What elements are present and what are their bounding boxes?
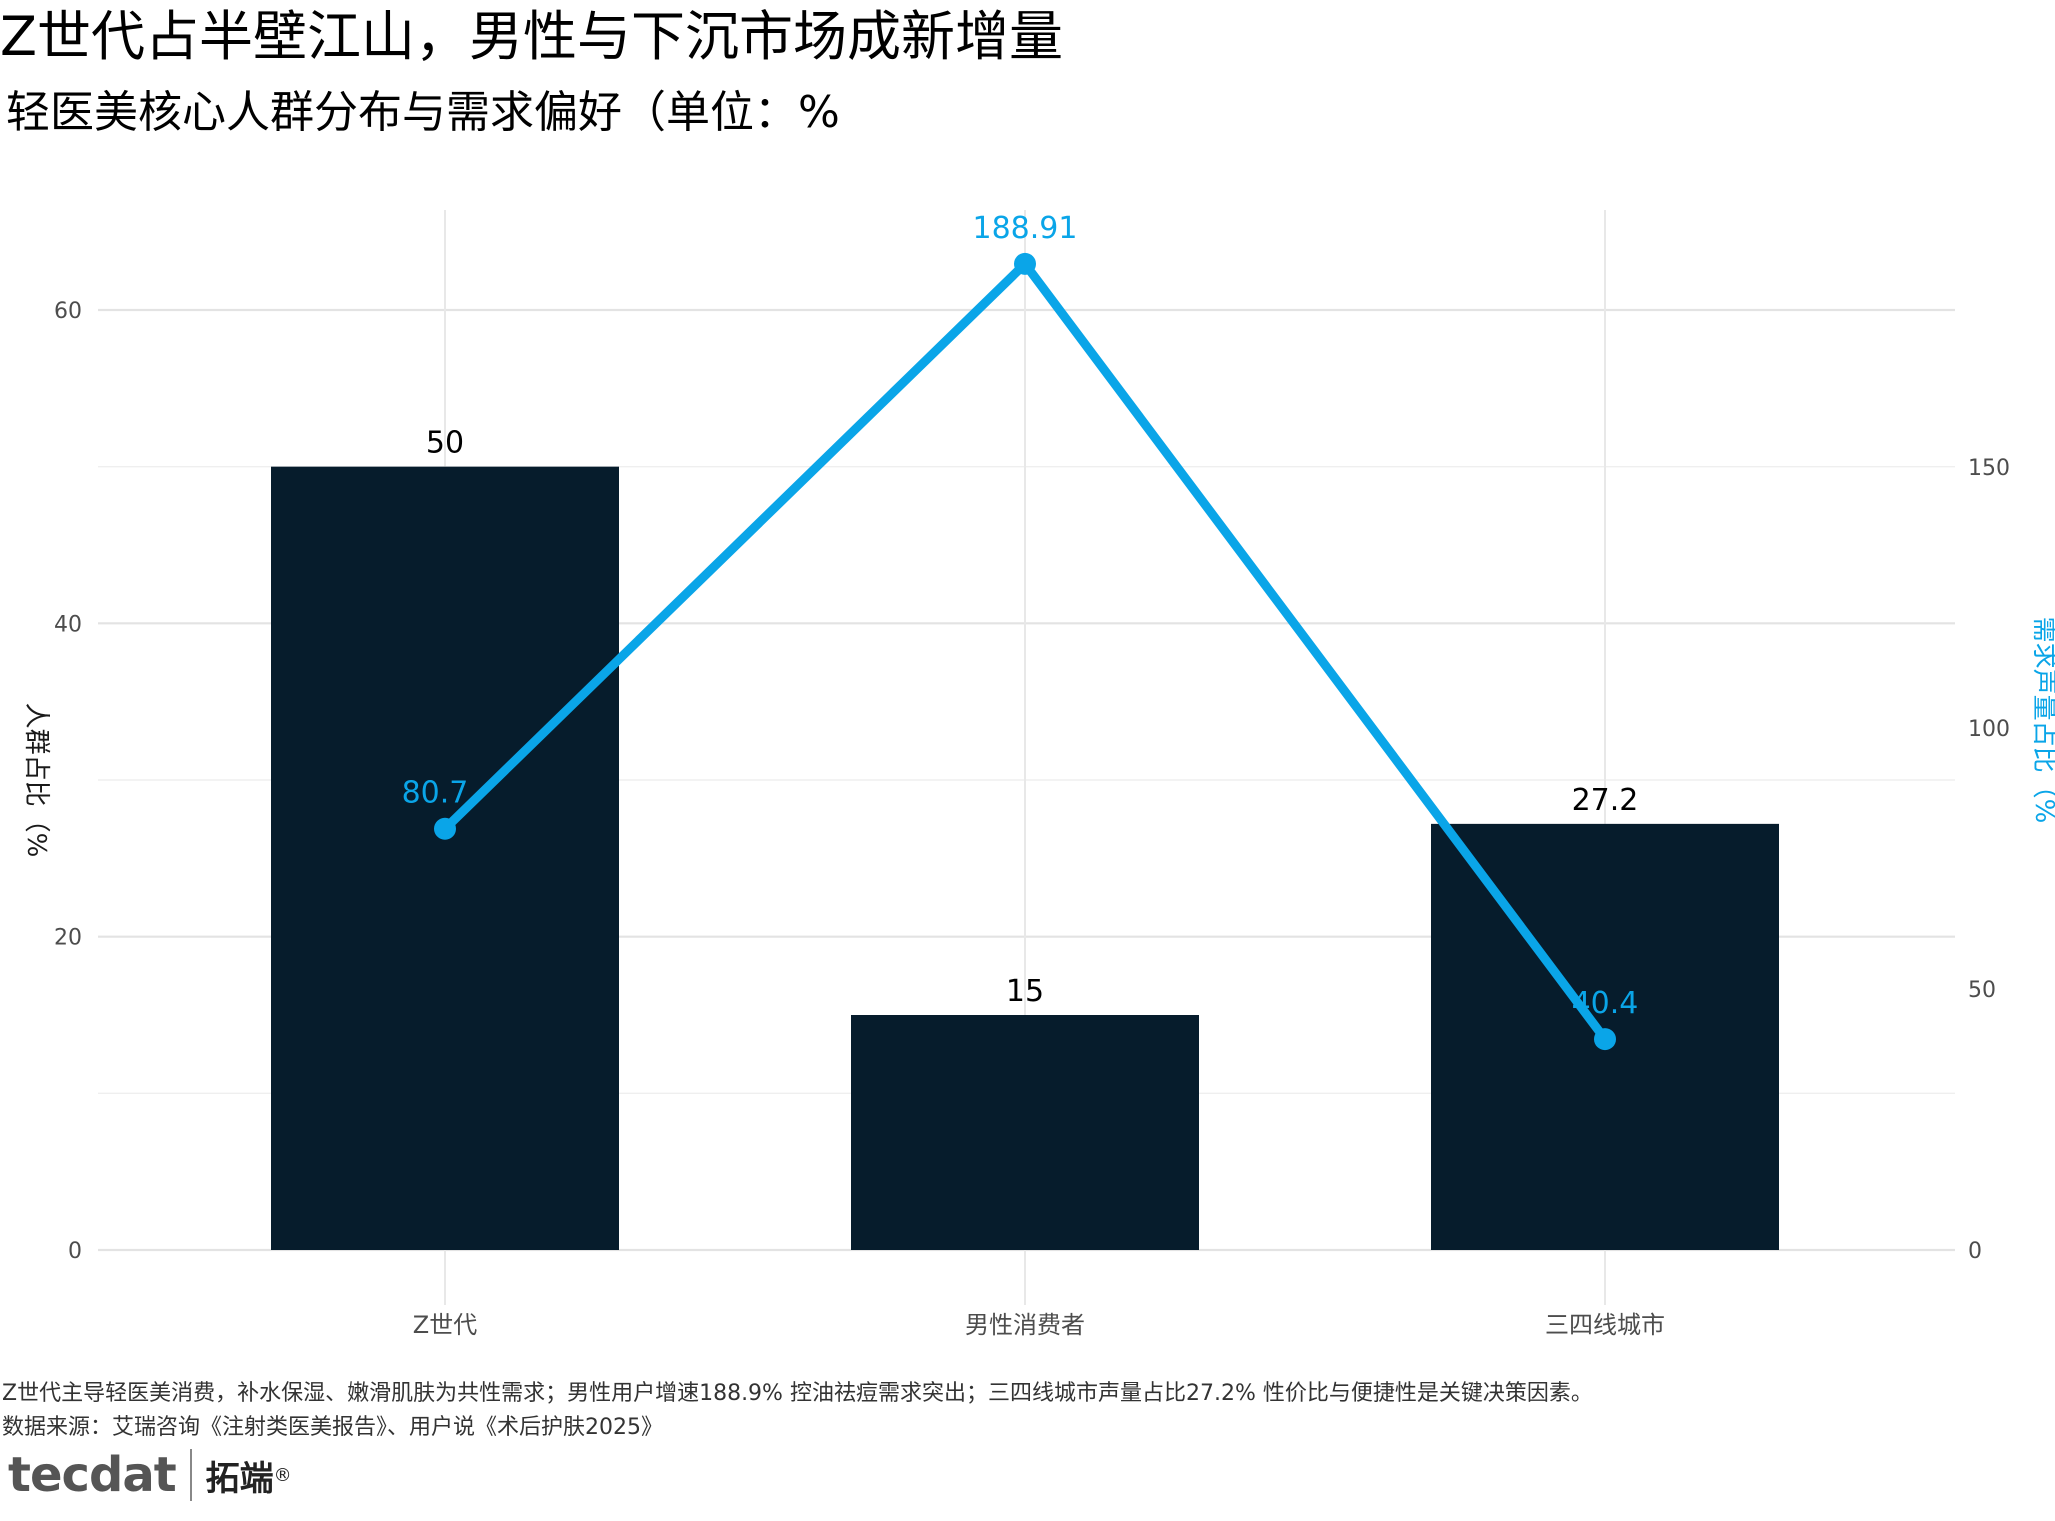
- y2-axis-title: 需求声量占比（%: [2029, 617, 2055, 824]
- y-tick-label: 0: [68, 1239, 82, 1264]
- chart-title: Z世代占半壁江山，男性与下沉市场成新增量: [0, 5, 1063, 68]
- y2-tick-label: 150: [1968, 456, 2010, 481]
- line-point-2: [1594, 1028, 1616, 1051]
- bar-1: [851, 1015, 1199, 1250]
- bar-value-label: 50: [426, 426, 464, 461]
- line-point-1: [1014, 252, 1036, 275]
- y-tick-label: 40: [54, 612, 82, 637]
- chart-note: Z世代主导轻医美消费，补水保湿、嫩滑肌肤为共性需求；男性用户增速188.9% 控…: [2, 1381, 1593, 1406]
- y2-tick-label: 100: [1968, 717, 2010, 742]
- line-value-label: 40.4: [1572, 986, 1639, 1021]
- y2-tick-label: 0: [1968, 1239, 1982, 1264]
- logo-cn-text: 拓端: [205, 1458, 274, 1499]
- x-tick-label: 三四线城市: [1545, 1311, 1665, 1339]
- bar-value-label: 15: [1006, 974, 1044, 1009]
- y-tick-label: 20: [54, 926, 82, 951]
- line-value-label: 80.7: [402, 776, 469, 811]
- line-point-0: [434, 817, 456, 840]
- line-value-label: 188.91: [973, 211, 1078, 246]
- y-axis-title: 人群占比（%: [21, 703, 51, 858]
- bar-value-label: 27.2: [1572, 783, 1639, 818]
- y-tick-label: 60: [54, 299, 82, 324]
- x-tick-label: Z世代: [413, 1311, 477, 1339]
- bar-0: [271, 466, 619, 1251]
- chart-subtitle: 轻医美核心人群分布与需求偏好（单位：%: [6, 87, 840, 138]
- data-source: 数据来源：艾瑞咨询《注射类医美报告》、用户说《术后护肤2025》: [2, 1415, 663, 1440]
- brand-logo: tecdat 拓端 ®: [8, 1440, 292, 1510]
- y2-tick-label: 50: [1968, 978, 1996, 1003]
- x-tick-label: 男性消费者: [965, 1311, 1085, 1339]
- logo-en-text: tecdat: [8, 1447, 177, 1503]
- logo-divider: [189, 1449, 192, 1501]
- logo-registered-mark: ®: [273, 1464, 292, 1486]
